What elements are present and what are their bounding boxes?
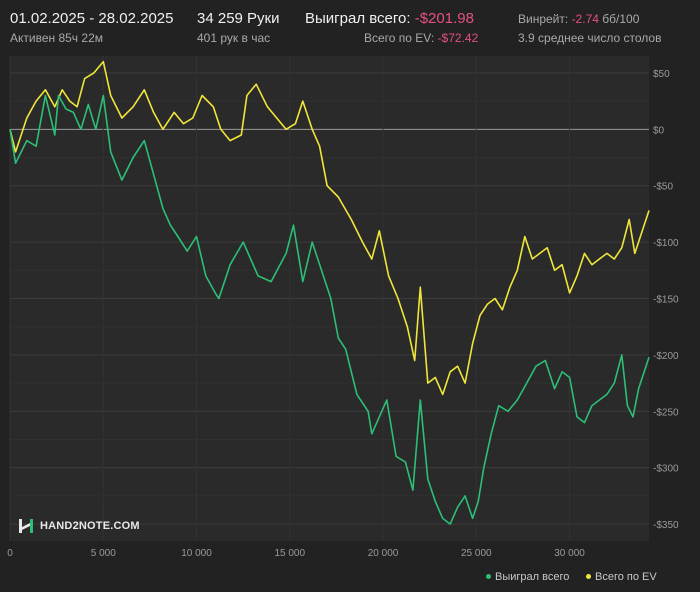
hands-count: 34 259 Руки [197,10,280,27]
y-tick-label: -$200 [653,351,679,362]
y-tick-label: -$300 [653,464,679,475]
legend-dot-ev [586,573,591,579]
winrate-label: Винрейт: [518,12,569,26]
winrate-value: -2.74 [571,12,599,26]
series-lines [9,60,650,525]
ev-total-label: Всего по EV: [364,31,435,45]
won-total-label: Выиграл всего: [305,10,411,27]
hands-per-hour: 401 рук в час [197,31,271,45]
ev-total-value: -$72.42 [437,31,479,45]
hand2note-logo-icon [19,519,33,533]
series-line-won [9,94,650,525]
y-tick-label: -$150 [653,295,679,306]
series-line-ev [9,60,650,396]
y-tick-label: -$350 [653,520,679,531]
legend-item-won: Выиграл всего [486,571,569,583]
x-tick-label: 15 000 [274,548,305,559]
avg-tables: 3.9 среднее число столов [518,31,662,45]
hand2note-logo-text: HAND2NOTE.COM [40,520,140,532]
x-tick-label: 30 000 [554,548,585,559]
ev-total: Всего по EV: -$72.42 [364,31,478,45]
x-tick-label: 25 000 [461,548,492,559]
x-tick-label: 20 000 [368,548,399,559]
x-tick-label: 10 000 [181,548,212,559]
won-total-value: -$201.98 [414,10,474,27]
grid [9,56,649,541]
y-tick-label: -$250 [653,407,679,418]
x-axis: 0 5 000 10 000 15 000 20 000 25 000 30 000 [7,548,585,559]
y-tick-label: $0 [653,125,665,136]
y-tick-label: $50 [653,69,670,80]
active-time: Активен 85ч 22м [10,31,103,45]
won-total: Выиграл всего: -$201.98 [305,10,474,27]
x-tick-label: 5 000 [91,548,116,559]
date-range: 01.02.2025 - 28.02.2025 [10,10,174,27]
winrate: Винрейт: -2.74 бб/100 [518,12,639,26]
legend-item-ev: Всего по EV [586,571,657,583]
x-tick-label: 0 [7,548,13,559]
y-tick-label: -$100 [653,238,679,249]
legend-label-won: Выиграл всего [495,571,570,583]
legend-label-ev: Всего по EV [595,571,657,583]
legend-dot-won [486,573,491,579]
y-axis: $50 $0 -$50 -$100 -$150 -$200 -$250 -$300 -$350 [653,69,679,531]
winrate-unit: бб/100 [602,12,640,26]
y-tick-label: -$50 [653,182,673,193]
hand2note-logo: HAND2NOTE.COM [18,518,140,534]
